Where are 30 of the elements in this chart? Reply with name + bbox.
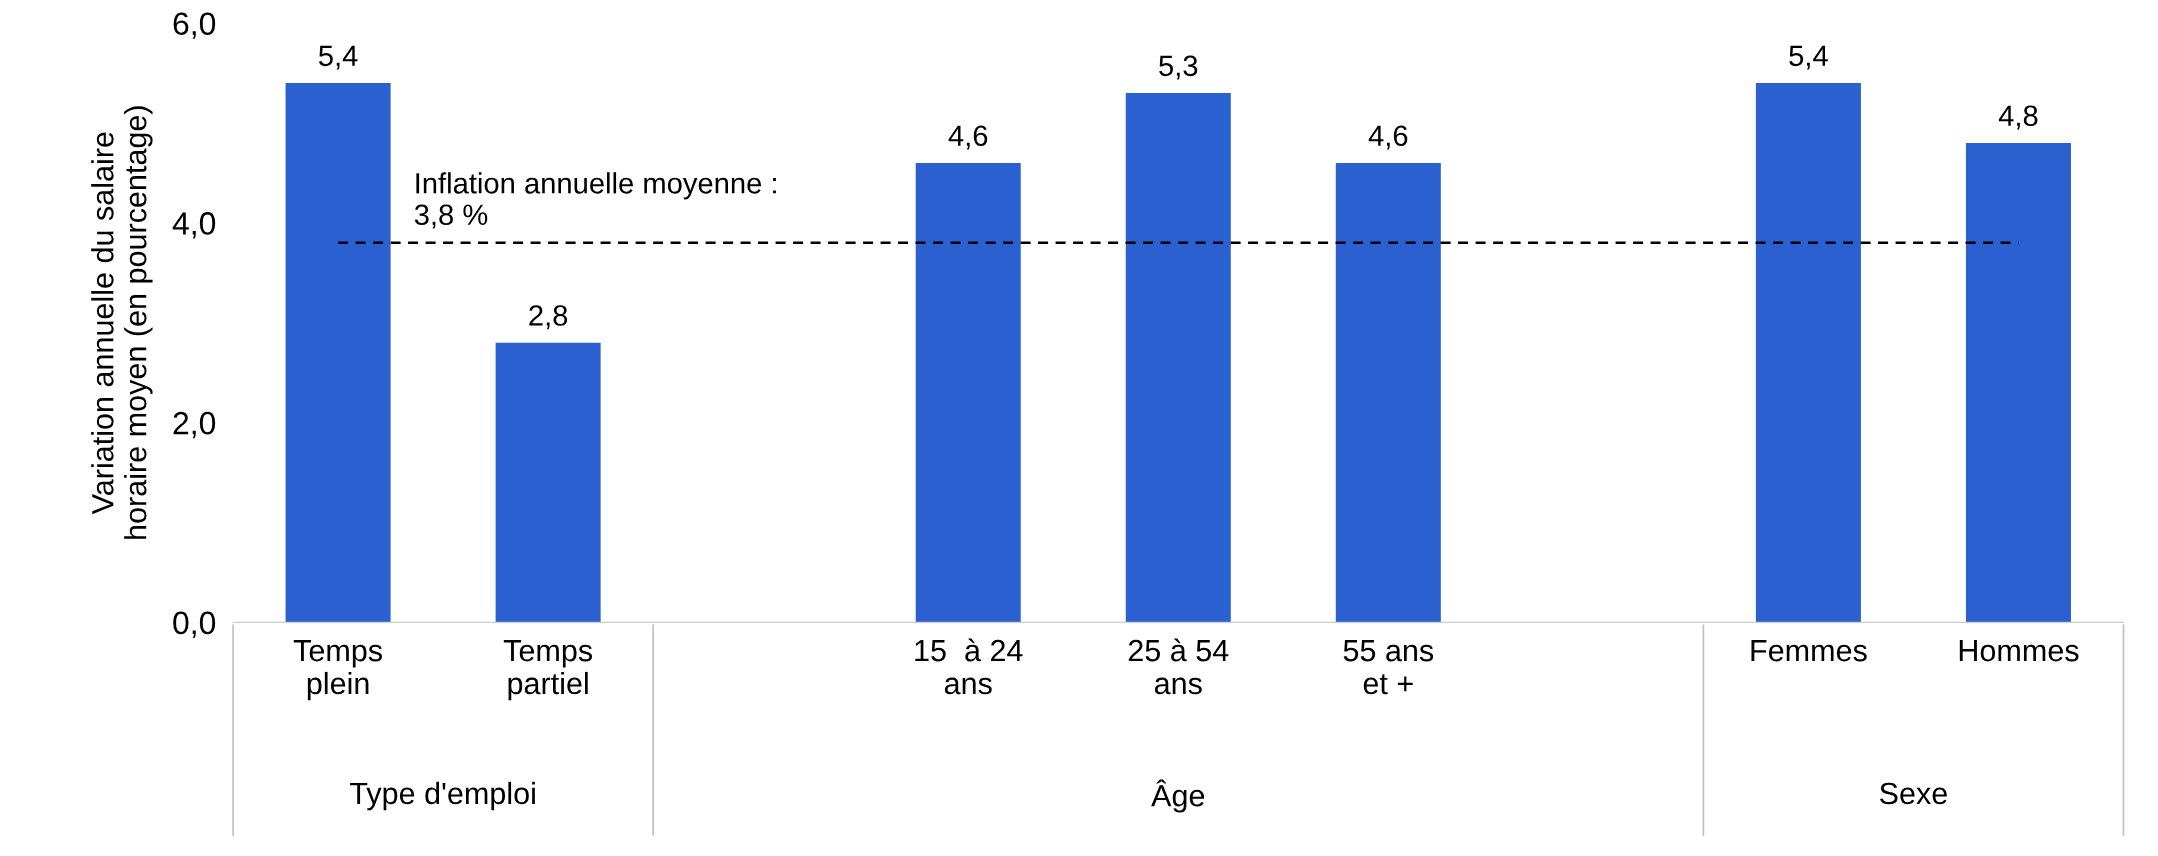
bar: [1125, 93, 1231, 623]
bar: [1965, 142, 2071, 623]
y-tick-label: 4,0: [172, 212, 216, 239]
data-label: 4,6: [948, 125, 988, 150]
y-tick-label: 6,0: [173, 12, 216, 39]
bar: [1755, 83, 1861, 623]
text: Sexe: [1879, 782, 1947, 805]
x-tick-label: Temps plein: [293, 640, 382, 701]
text: Type d'emploi: [350, 781, 535, 811]
bar: [1335, 162, 1441, 623]
x-tick-label: 55 ans et +: [1343, 640, 1434, 695]
data-label: 4,8: [1998, 105, 2038, 130]
x-tick-label: 25 à 54 ans: [1128, 638, 1229, 695]
bar: [915, 162, 1021, 623]
data-label: 5,4: [318, 45, 358, 70]
x-tick-label: Temps partiel: [503, 640, 593, 701]
x-tick-label: 15 à 24 ans: [915, 638, 1023, 695]
x-tick-label: Femmes: [1751, 640, 1867, 662]
y-tick-label: 2,0: [173, 411, 216, 439]
x-tick-label: Hommes: [1959, 640, 2079, 662]
y-axis-title: Variation annuelle du salaire horaire moyen (en pourcentage): [91, 106, 153, 539]
ref-line-label: Inflation annuelle moyenne : 3,8 %: [414, 172, 776, 229]
data-label: 5,3: [1159, 55, 1198, 80]
data-label: 2,8: [529, 305, 568, 330]
data-label: 4,6: [1368, 125, 1408, 150]
data-label: 5,4: [1789, 45, 1828, 70]
y-tick-label: 0,0: [173, 611, 216, 638]
bar: [495, 342, 601, 623]
text: Âge: [1151, 779, 1205, 813]
bar: [285, 83, 391, 623]
